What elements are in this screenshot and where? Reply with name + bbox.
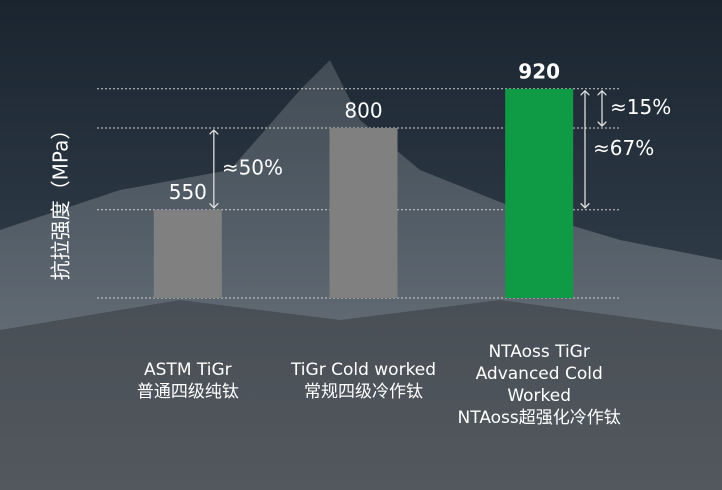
foreground [0, 300, 722, 490]
x-tick-label: Worked [507, 386, 571, 406]
value-label: 550 [169, 180, 207, 204]
y-axis-label: 抗拉强度（MPa） [49, 120, 73, 281]
bar [153, 209, 222, 298]
x-tick-label: TiGr Cold worked [290, 360, 436, 380]
annotation: ≈50% [222, 155, 283, 179]
x-tick-label: NTAoss超强化冷作钛 [458, 408, 621, 428]
x-tick-label: NTAoss TiGr [488, 342, 589, 362]
value-label: 800 [344, 99, 382, 123]
x-tick-label: 常规四级冷作钛 [304, 382, 423, 402]
bar [505, 88, 574, 298]
x-tick-label: Advanced Cold [476, 364, 603, 384]
x-tick-label: 普通四级纯钛 [137, 382, 239, 402]
value-label: 920 [518, 59, 560, 83]
annotation: ≈67% [593, 136, 654, 160]
bar [329, 128, 398, 298]
x-tick-label: ASTM TiGr [144, 360, 232, 380]
annotation: ≈15% [610, 95, 671, 119]
